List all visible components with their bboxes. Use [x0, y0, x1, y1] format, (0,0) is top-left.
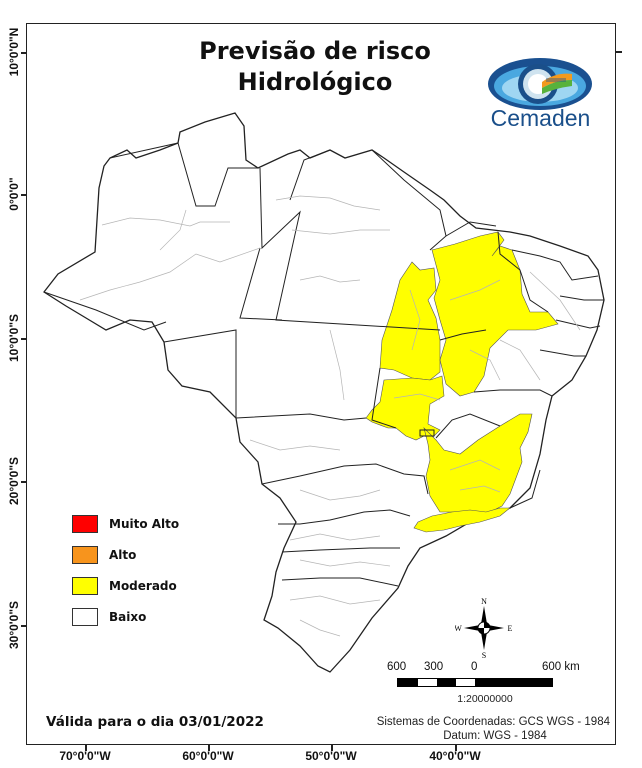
- legend-item-moderado: Moderado: [72, 570, 179, 601]
- map-title: Previsão de risco Hidrológico: [150, 36, 480, 98]
- region-maranhao-piaui: [431, 231, 559, 397]
- lat-tick: [21, 52, 27, 54]
- compass-s: S: [482, 651, 486, 660]
- compass-e: E: [508, 624, 513, 633]
- legend-item-baixo: Baixo: [72, 601, 179, 632]
- compass-w: W: [455, 624, 462, 633]
- lat-label-20s: 20°0'0"S: [7, 456, 21, 506]
- lon-tick: [208, 745, 210, 751]
- map-frame: [26, 23, 616, 745]
- coordinate-system-info: Sistemas de Coordenadas: GCS WGS - 1984 …: [340, 715, 610, 743]
- lat-tick-right: [616, 51, 622, 53]
- basin-borders: [79, 195, 581, 637]
- swatch-baixo: [72, 607, 98, 626]
- lon-label-40w: 40°0'0"W: [429, 749, 481, 763]
- scale-label-300: 300: [424, 661, 444, 673]
- legend-label: Baixo: [109, 609, 147, 624]
- swatch-alto: [72, 545, 98, 564]
- lon-tick: [85, 745, 87, 751]
- scale-label-0: 0: [471, 661, 478, 673]
- legend-item-muito-alto: Muito Alto: [72, 508, 179, 539]
- lat-label-10s: 10°0'0"S: [7, 313, 21, 363]
- moderado-regions: [365, 231, 559, 533]
- swatch-moderado: [72, 576, 98, 595]
- lon-tick: [455, 745, 457, 751]
- region-mg: [423, 413, 533, 515]
- state-borders: [43, 142, 604, 587]
- compass-n: N: [481, 597, 487, 606]
- scale-bar: [397, 678, 553, 687]
- lon-label-60w: 60°0'0"W: [182, 749, 234, 763]
- cemaden-eye-logo-icon: [488, 58, 592, 110]
- lat-tick: [21, 338, 27, 340]
- datum: Datum: WGS - 1984: [443, 730, 547, 742]
- lat-label-0: 0°0'0": [7, 177, 21, 211]
- legend-label: Alto: [109, 547, 137, 562]
- lat-label-10n: 10°0'0"N: [7, 27, 21, 77]
- lon-tick: [331, 745, 333, 751]
- cemaden-logo-text: Cemaden: [490, 105, 591, 131]
- region-sp-rj: [413, 507, 511, 533]
- valid-date-text: Válida para o dia 03/01/2022: [46, 714, 264, 730]
- lon-label-70w: 70°0'0"W: [59, 749, 111, 763]
- title-line-2: Hidrológico: [237, 68, 393, 96]
- region-tocantins-maranhao: [379, 261, 441, 381]
- legend-item-alto: Alto: [72, 539, 179, 570]
- title-line-1: Previsão de risco: [199, 37, 431, 65]
- legend-label: Muito Alto: [109, 516, 180, 531]
- coordinate-system: Sistemas de Coordenadas: GCS WGS - 1984: [376, 716, 610, 728]
- swatch-muito-alto: [72, 514, 98, 533]
- lat-tick: [21, 194, 27, 196]
- lat-tick: [21, 481, 27, 483]
- legend: Muito Alto Alto Moderado Baixo: [72, 508, 179, 632]
- lon-label-50w: 50°0'0"W: [305, 749, 357, 763]
- scale-label-600-km: 600 km: [542, 661, 580, 673]
- scale-label-600-left: 600: [387, 661, 407, 673]
- lat-tick: [21, 625, 27, 627]
- north-arrow-compass-icon: N S W E: [455, 597, 513, 660]
- lat-label-30s: 30°0'0"S: [7, 600, 21, 650]
- brazil-risk-map[interactable]: [26, 23, 616, 745]
- scale-ratio: 1:20000000: [457, 693, 513, 705]
- legend-label: Moderado: [109, 578, 177, 593]
